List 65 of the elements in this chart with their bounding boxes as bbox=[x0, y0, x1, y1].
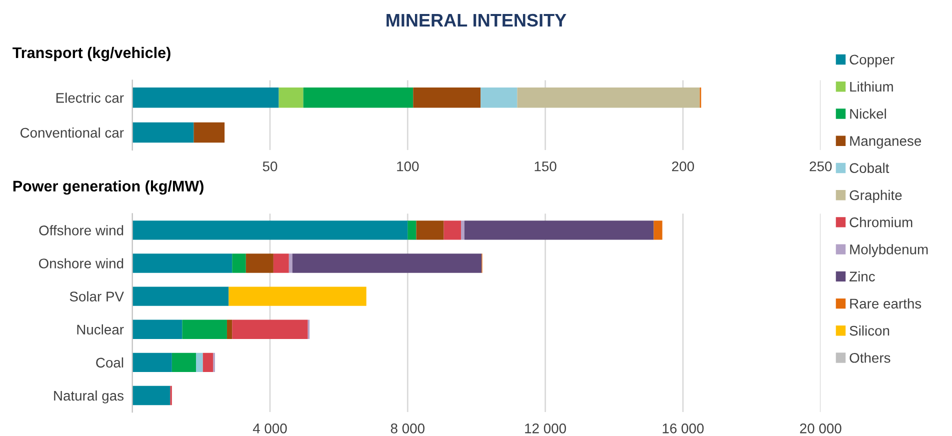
bar bbox=[132, 220, 408, 240]
chart-title: MINERAL INTENSITY bbox=[386, 14, 566, 27]
bar bbox=[232, 254, 246, 273]
bar bbox=[408, 220, 416, 240]
bar bbox=[228, 286, 366, 306]
bar bbox=[464, 220, 654, 240]
legend-label: Lithium bbox=[850, 81, 893, 92]
legend-label: Nickel bbox=[850, 108, 886, 119]
legend-label: Graphite bbox=[850, 190, 902, 203]
bar bbox=[202, 352, 214, 372]
legend-label: Others bbox=[850, 352, 890, 363]
bar bbox=[132, 320, 182, 339]
bar bbox=[182, 320, 227, 339]
bar bbox=[132, 352, 172, 372]
x-tick-label: 20 000 bbox=[800, 424, 842, 434]
y-tick-label: Conventional car bbox=[20, 128, 124, 138]
bar bbox=[232, 320, 308, 339]
y-tick-label: Onshore wind bbox=[38, 258, 124, 268]
bar bbox=[416, 220, 444, 240]
x-tick-label: 12 000 bbox=[525, 424, 566, 434]
legend-label: Cobalt bbox=[850, 162, 890, 174]
bar bbox=[273, 254, 289, 273]
x-tick-label: 8 000 bbox=[390, 424, 424, 434]
bar bbox=[196, 352, 203, 372]
bar bbox=[413, 88, 481, 108]
x-tick-label: 250 bbox=[810, 161, 832, 172]
chart-subtitle: Transport (kg/vehicle) bbox=[12, 46, 170, 62]
bar bbox=[132, 286, 229, 306]
legend-label: Copper bbox=[850, 54, 894, 68]
x-tick-label: 150 bbox=[534, 161, 556, 172]
bar bbox=[444, 220, 461, 240]
y-tick-label: Offshore wind bbox=[39, 225, 124, 236]
legend-label: Silicon bbox=[850, 325, 890, 336]
y-tick-label: Electric car bbox=[56, 92, 124, 103]
bar bbox=[132, 254, 232, 273]
bar bbox=[460, 220, 464, 240]
bar bbox=[194, 122, 225, 143]
bar bbox=[132, 386, 170, 406]
legend-label: Rare earths bbox=[850, 298, 922, 309]
y-tick-label: Natural gas bbox=[54, 390, 124, 404]
y-tick-label: Solar PV bbox=[70, 291, 124, 302]
bar bbox=[132, 122, 194, 143]
x-tick-label: 4 000 bbox=[252, 424, 287, 434]
x-tick-label: 200 bbox=[672, 161, 694, 172]
y-tick-label: Nuclear bbox=[77, 324, 124, 335]
bar bbox=[132, 88, 279, 108]
bar bbox=[517, 88, 700, 108]
chart-subtitle: Power generation (kg/MW) bbox=[13, 180, 204, 195]
legend-label: Manganese bbox=[850, 136, 922, 149]
bar bbox=[303, 88, 414, 108]
bar bbox=[292, 254, 482, 273]
bar bbox=[172, 352, 196, 372]
y-tick-label: Coal bbox=[96, 357, 124, 368]
bar bbox=[226, 320, 232, 339]
bar bbox=[246, 254, 274, 273]
legend-label: Zinc bbox=[850, 271, 875, 282]
x-tick-label: 100 bbox=[397, 161, 419, 172]
x-tick-label: 50 bbox=[262, 161, 278, 172]
legend-label: Chromium bbox=[850, 217, 912, 228]
legend-label: Molybdenum bbox=[850, 244, 928, 258]
bar bbox=[288, 254, 292, 273]
x-tick-label: 16 000 bbox=[662, 424, 704, 434]
bar bbox=[654, 220, 662, 240]
bar bbox=[278, 88, 304, 108]
bar bbox=[480, 88, 518, 108]
